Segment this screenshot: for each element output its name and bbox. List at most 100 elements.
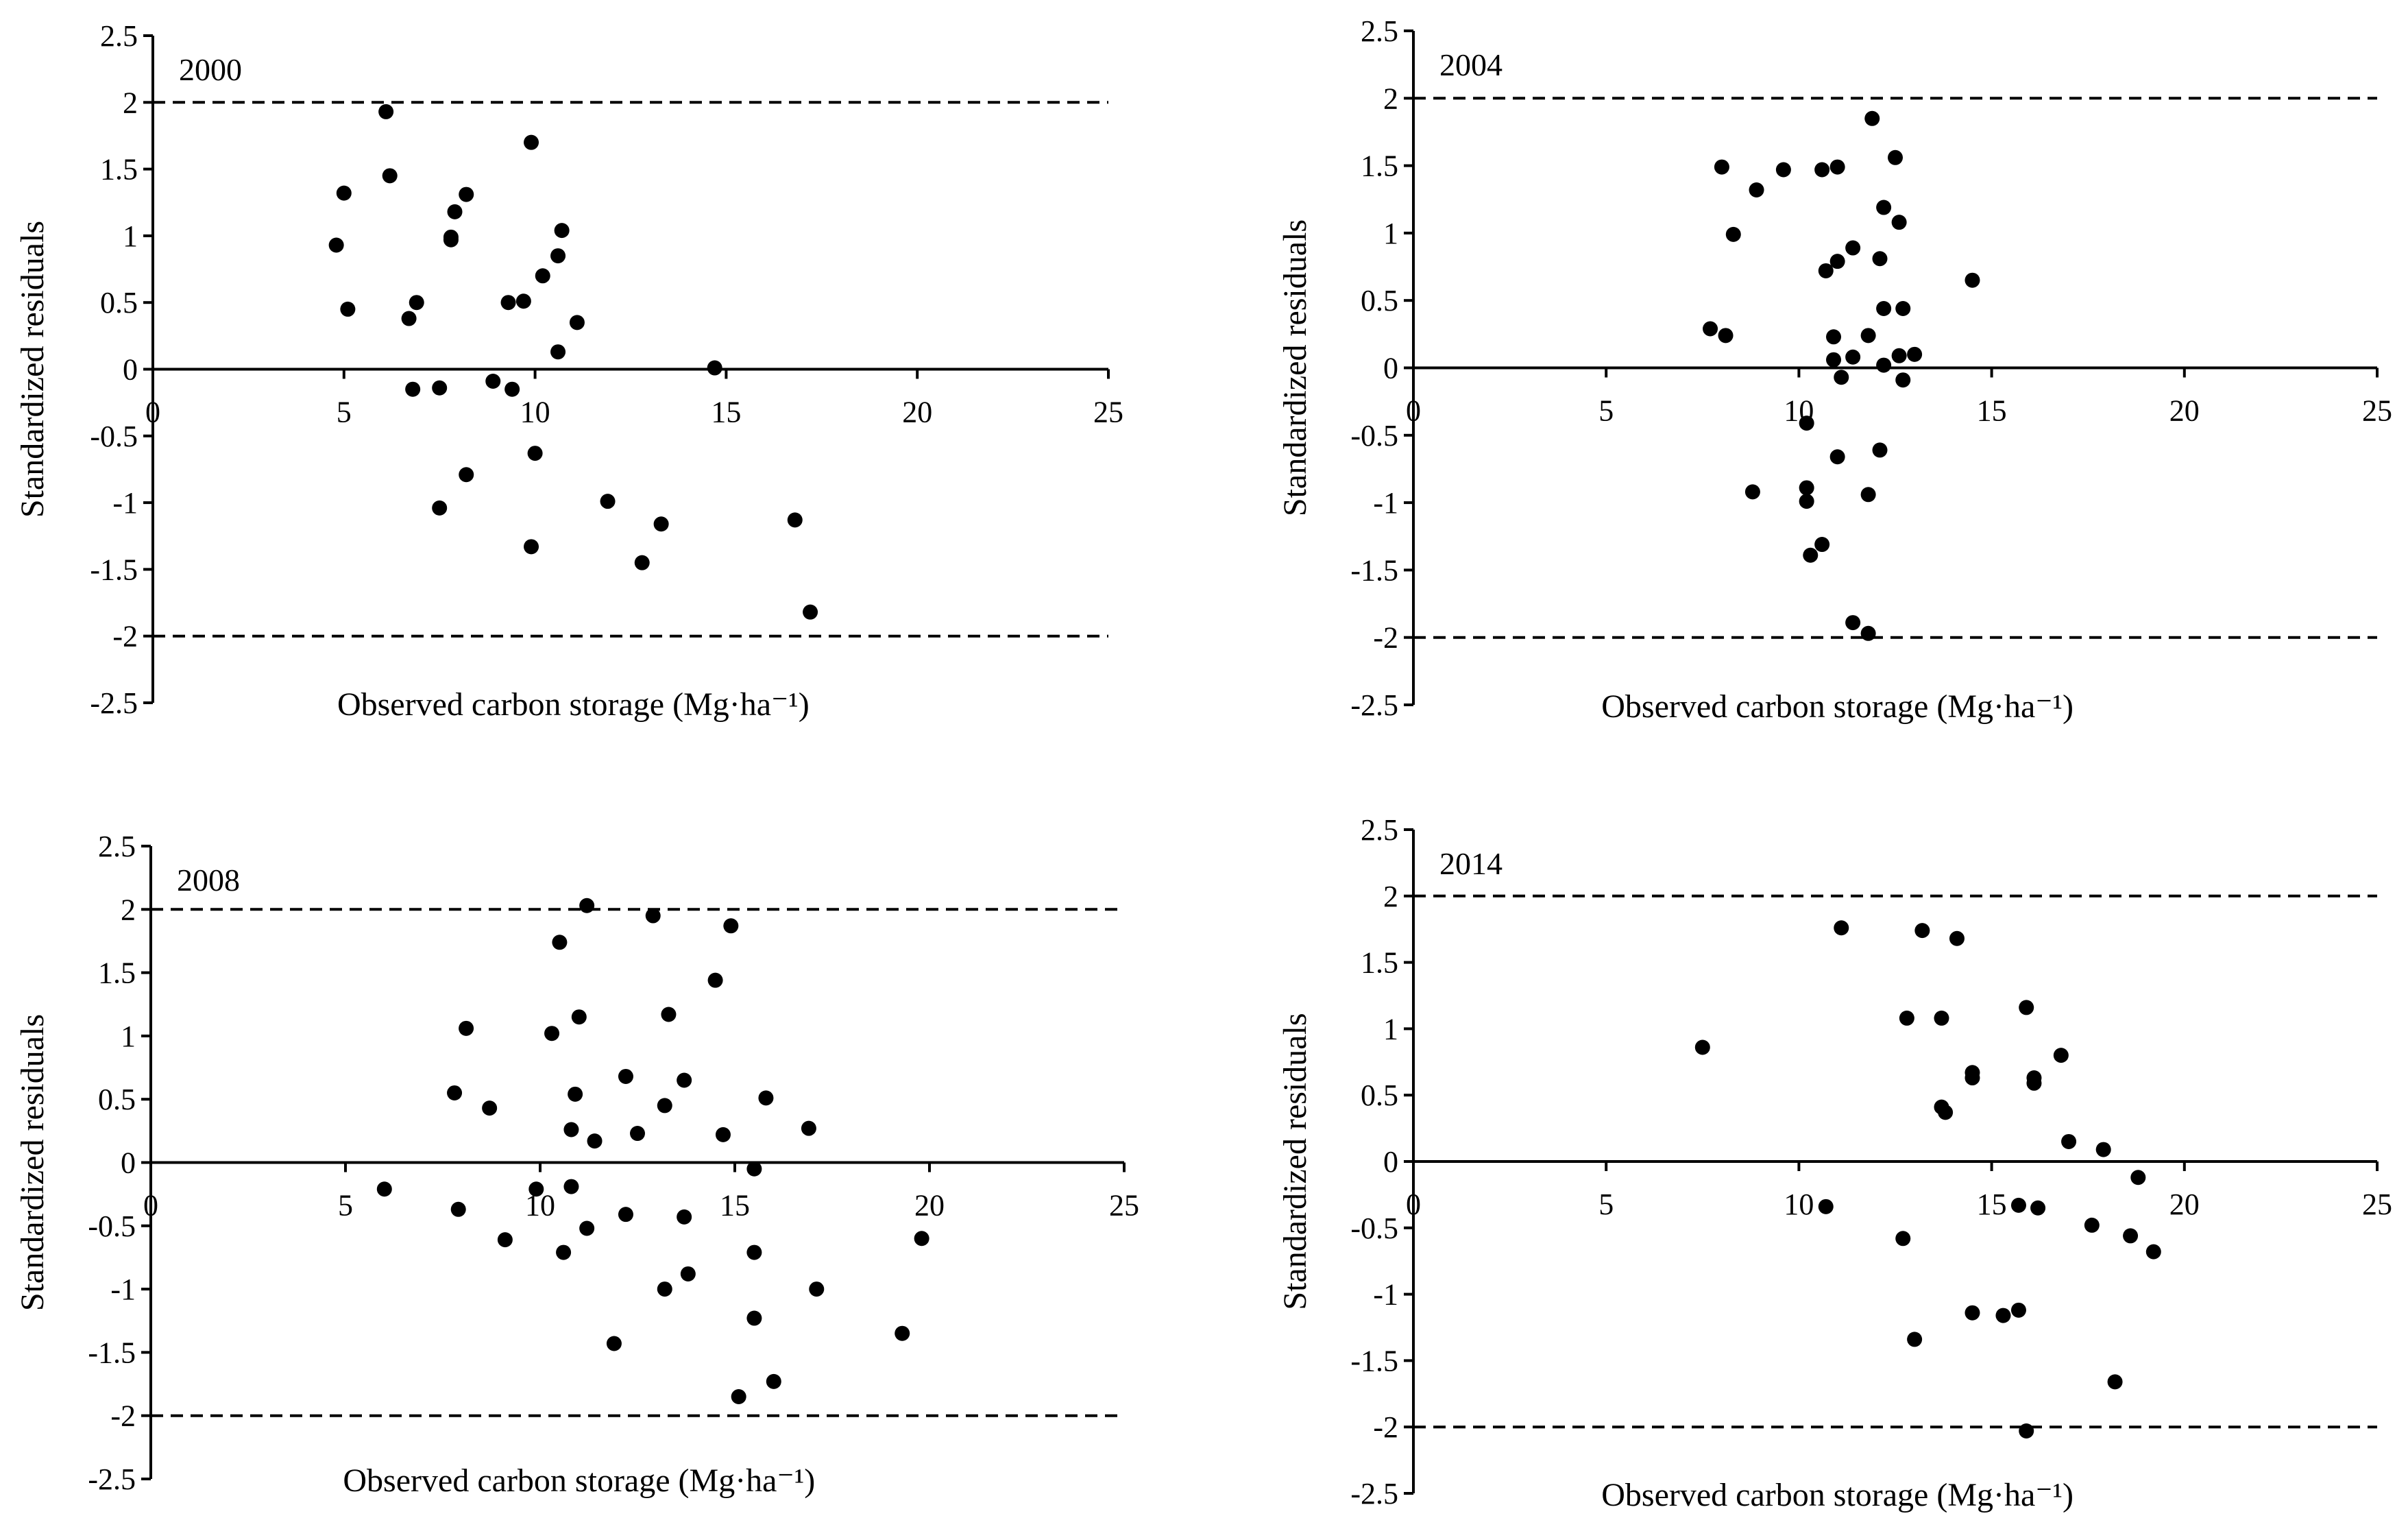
data-point <box>1860 625 1876 641</box>
y-tick-label: -1.5 <box>90 553 138 586</box>
data-point <box>2010 1302 2026 1318</box>
data-point <box>677 1209 692 1225</box>
data-point <box>1907 346 1923 362</box>
data-point <box>336 185 352 201</box>
data-point <box>2123 1228 2139 1244</box>
data-point <box>1834 920 1849 936</box>
data-point <box>459 186 474 202</box>
x-axis-label: Observed carbon storage (Mg·ha⁻¹) <box>1601 688 2073 725</box>
data-point <box>524 134 539 150</box>
x-tick-label: 0 <box>1406 1188 1421 1221</box>
data-point <box>1891 348 1907 363</box>
y-tick-label: -1 <box>112 486 138 520</box>
data-point <box>571 1009 587 1025</box>
y-tick-label: 0.5 <box>100 286 138 320</box>
x-tick-label: 25 <box>1109 1189 1139 1223</box>
x-tick-label: 0 <box>143 1189 158 1223</box>
data-point <box>914 1231 929 1247</box>
data-point <box>563 1179 579 1194</box>
x-tick-label: 20 <box>2169 394 2200 428</box>
data-point <box>731 1389 746 1405</box>
x-tick-label: 25 <box>2362 1188 2392 1221</box>
data-point <box>1826 329 1842 345</box>
data-point <box>409 295 424 311</box>
y-tick-label: -2.5 <box>1350 688 1398 722</box>
data-point <box>450 1201 466 1217</box>
data-point <box>1829 254 1845 269</box>
data-point <box>1829 449 1845 465</box>
data-point <box>680 1266 696 1281</box>
data-point <box>497 1232 513 1248</box>
y-tick-label: 2.5 <box>1361 14 1398 48</box>
data-point <box>1799 494 1814 509</box>
panel-label: 2000 <box>179 52 242 87</box>
data-point <box>1895 372 1911 388</box>
y-tick-label: -1.5 <box>88 1336 136 1369</box>
x-tick-label: 15 <box>1977 394 2007 428</box>
data-point <box>1891 215 1907 230</box>
y-tick-label: -2 <box>1373 621 1398 655</box>
y-tick-label: 1.5 <box>1361 946 1398 980</box>
x-tick-label: 5 <box>337 396 352 429</box>
y-tick-label: 0 <box>121 1146 136 1180</box>
y-tick-label: -0.5 <box>1350 1212 1398 1245</box>
y-axis-label: Standardized residuals <box>1277 219 1313 516</box>
y-tick-label: 1.5 <box>1361 149 1398 183</box>
data-point <box>766 1373 781 1389</box>
data-point <box>715 1127 731 1142</box>
y-tick-label: -2 <box>1373 1410 1398 1444</box>
panel-label: 2014 <box>1439 846 1503 881</box>
data-point <box>2030 1200 2046 1216</box>
data-point <box>568 1086 583 1102</box>
y-tick-label: -2 <box>110 1399 136 1433</box>
x-axis-label: Observed carbon storage (Mg·ha⁻¹) <box>337 686 810 723</box>
y-tick-label: 1 <box>121 1020 136 1053</box>
y-tick-label: 0.5 <box>1361 1079 1398 1112</box>
y-tick-label: 2 <box>121 893 136 926</box>
data-point <box>515 293 531 309</box>
data-point <box>1872 442 1888 458</box>
data-point <box>2010 1197 2026 1213</box>
data-point <box>1895 1231 1911 1247</box>
x-tick-label: 5 <box>338 1189 353 1223</box>
x-tick-label: 25 <box>1093 396 1123 429</box>
data-point <box>1872 251 1888 267</box>
panel-2008: -2.5-2-1.5-1-0.500.511.522.50 5 10 15 20 2520… <box>14 830 1139 1499</box>
data-point <box>2130 1170 2146 1185</box>
data-point <box>527 446 543 461</box>
data-point <box>618 1068 633 1084</box>
x-tick-label: 10 <box>520 396 550 429</box>
data-point <box>1694 1039 1710 1055</box>
y-tick-label: 1 <box>1383 217 1398 250</box>
data-point <box>1995 1308 2011 1323</box>
data-point <box>340 301 356 317</box>
data-point <box>707 972 723 988</box>
y-tick-label: 1.5 <box>98 956 136 990</box>
data-point <box>1899 1010 1914 1026</box>
y-tick-label: -2.5 <box>88 1462 136 1496</box>
data-point <box>653 516 669 532</box>
data-point <box>535 268 550 284</box>
x-tick-label: 0 <box>1406 394 1421 428</box>
data-point <box>1845 240 1861 256</box>
y-tick-label: 1 <box>123 219 138 253</box>
data-point <box>2026 1075 2042 1091</box>
data-point <box>1703 321 1718 337</box>
data-point <box>618 1207 633 1223</box>
data-point <box>657 1098 672 1113</box>
data-point <box>1718 328 1734 344</box>
data-point <box>432 500 448 516</box>
data-point <box>801 1120 816 1136</box>
data-point <box>1714 159 1729 175</box>
data-point <box>1965 272 1980 288</box>
data-point <box>579 898 595 913</box>
y-tick-label: 2.5 <box>1361 813 1398 847</box>
y-tick-label: -2.5 <box>90 686 138 720</box>
data-point <box>661 1007 677 1022</box>
y-tick-label: -1 <box>1373 486 1398 520</box>
data-point <box>895 1325 910 1341</box>
data-point <box>447 204 463 219</box>
data-point <box>528 1181 544 1197</box>
data-point <box>2145 1244 2161 1260</box>
